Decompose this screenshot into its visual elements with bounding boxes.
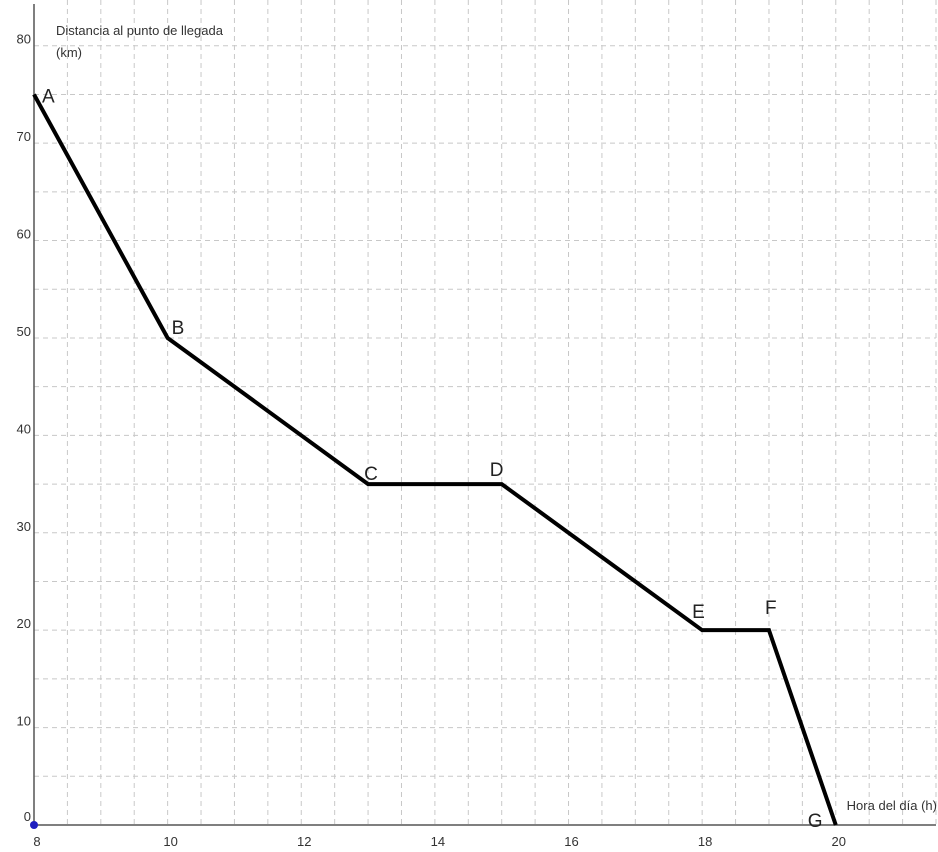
x-tick-label: 20 — [832, 834, 846, 849]
y-axis-label: Distancia al punto de llegada — [56, 23, 224, 38]
y-tick-label: 10 — [17, 714, 31, 729]
axes — [33, 4, 936, 826]
x-axis-label: Hora del día (h) — [847, 798, 937, 813]
series-group — [32, 93, 838, 826]
point-label-f: F — [765, 598, 777, 619]
y-tick-label: 50 — [17, 324, 31, 339]
point-label-g: G — [808, 811, 823, 832]
y-tick-label: 0 — [24, 809, 31, 824]
y-tick-labels: 0 10 20 30 40 50 60 70 80 — [17, 32, 31, 824]
y-axis-unit-label: (km) — [56, 45, 82, 60]
x-tick-labels: 8 10 12 14 16 18 20 — [33, 834, 846, 849]
x-tick-label: 18 — [698, 834, 712, 849]
point-label-d: D — [490, 460, 504, 481]
y-tick-label: 60 — [17, 227, 31, 242]
y-tick-label: 20 — [17, 616, 31, 631]
point-label-b: B — [172, 318, 185, 339]
y-tick-label: 30 — [17, 519, 31, 534]
point-labels: A B C D E F G — [42, 86, 823, 832]
series-line — [32, 93, 838, 826]
point-label-c: C — [364, 464, 378, 485]
y-tick-label: 80 — [17, 32, 31, 47]
x-tick-label: 14 — [431, 834, 445, 849]
grid — [34, 0, 937, 825]
y-tick-label: 40 — [17, 421, 31, 436]
y-tick-label: 70 — [17, 129, 31, 144]
x-tick-label: 12 — [297, 834, 311, 849]
origin-dot — [30, 821, 38, 829]
point-label-a: A — [42, 86, 55, 107]
x-tick-label: 16 — [564, 834, 578, 849]
x-tick-label: 8 — [33, 834, 40, 849]
point-label-e: E — [692, 602, 705, 623]
x-tick-label: 10 — [163, 834, 177, 849]
